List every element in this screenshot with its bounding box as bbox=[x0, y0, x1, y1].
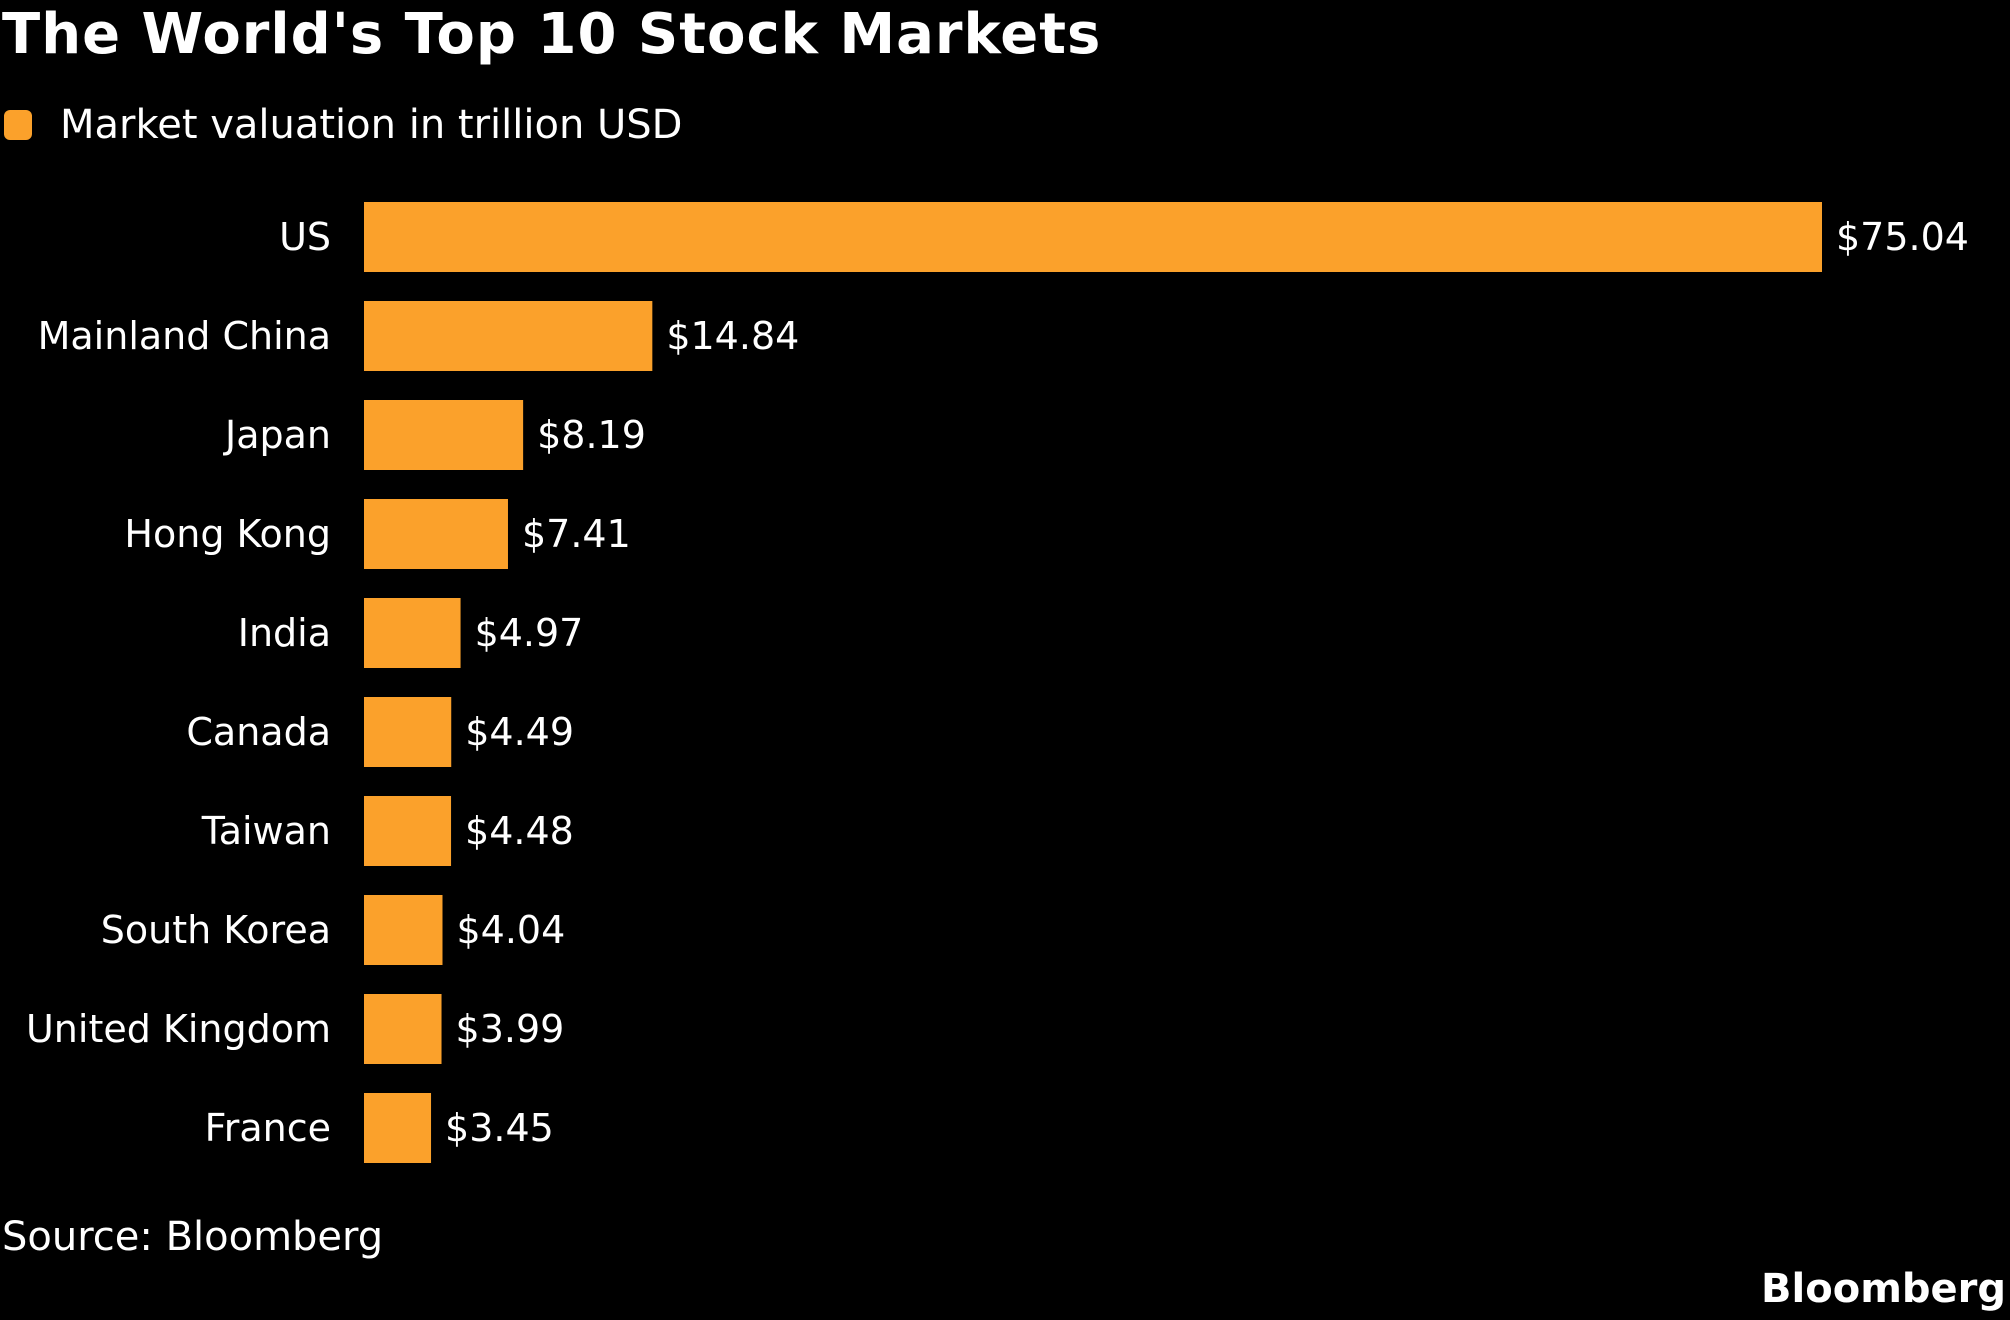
category-label: Mainland China bbox=[38, 314, 331, 358]
data-label: $4.49 bbox=[465, 710, 574, 754]
data-label: $8.19 bbox=[537, 413, 646, 457]
category-label: Canada bbox=[186, 710, 331, 754]
bar bbox=[364, 202, 1822, 272]
data-label: $3.45 bbox=[445, 1106, 554, 1150]
brand-logo: Bloomberg bbox=[1761, 1266, 2006, 1312]
chart-title: The World's Top 10 Stock Markets bbox=[2, 2, 1102, 67]
bar bbox=[364, 895, 443, 965]
bar bbox=[364, 400, 524, 470]
data-label: $14.84 bbox=[666, 314, 799, 358]
data-label: $4.97 bbox=[475, 611, 584, 655]
legend-swatch bbox=[4, 110, 32, 140]
legend: Market valuation in trillion USD bbox=[4, 102, 682, 148]
category-label: France bbox=[205, 1106, 331, 1150]
category-label: Taiwan bbox=[201, 809, 331, 853]
category-label: Japan bbox=[223, 413, 331, 457]
data-label: $75.04 bbox=[1836, 215, 1969, 259]
category-label: US bbox=[279, 215, 331, 259]
category-label: South Korea bbox=[101, 908, 331, 952]
bar bbox=[364, 301, 653, 371]
bar bbox=[364, 1093, 432, 1163]
bar bbox=[364, 697, 452, 767]
category-label: United Kingdom bbox=[26, 1007, 331, 1051]
bar bbox=[364, 994, 442, 1064]
data-label: $7.41 bbox=[522, 512, 631, 556]
data-label: $4.48 bbox=[465, 809, 574, 853]
legend-label: Market valuation in trillion USD bbox=[60, 102, 683, 148]
data-label: $4.04 bbox=[456, 908, 565, 952]
source-note: Source: Bloomberg bbox=[2, 1214, 384, 1260]
bar bbox=[364, 499, 508, 569]
bar bbox=[364, 796, 452, 866]
category-label: India bbox=[238, 611, 331, 655]
category-label: Hong Kong bbox=[124, 512, 331, 556]
bar bbox=[364, 598, 461, 668]
data-label: $3.99 bbox=[456, 1007, 565, 1051]
